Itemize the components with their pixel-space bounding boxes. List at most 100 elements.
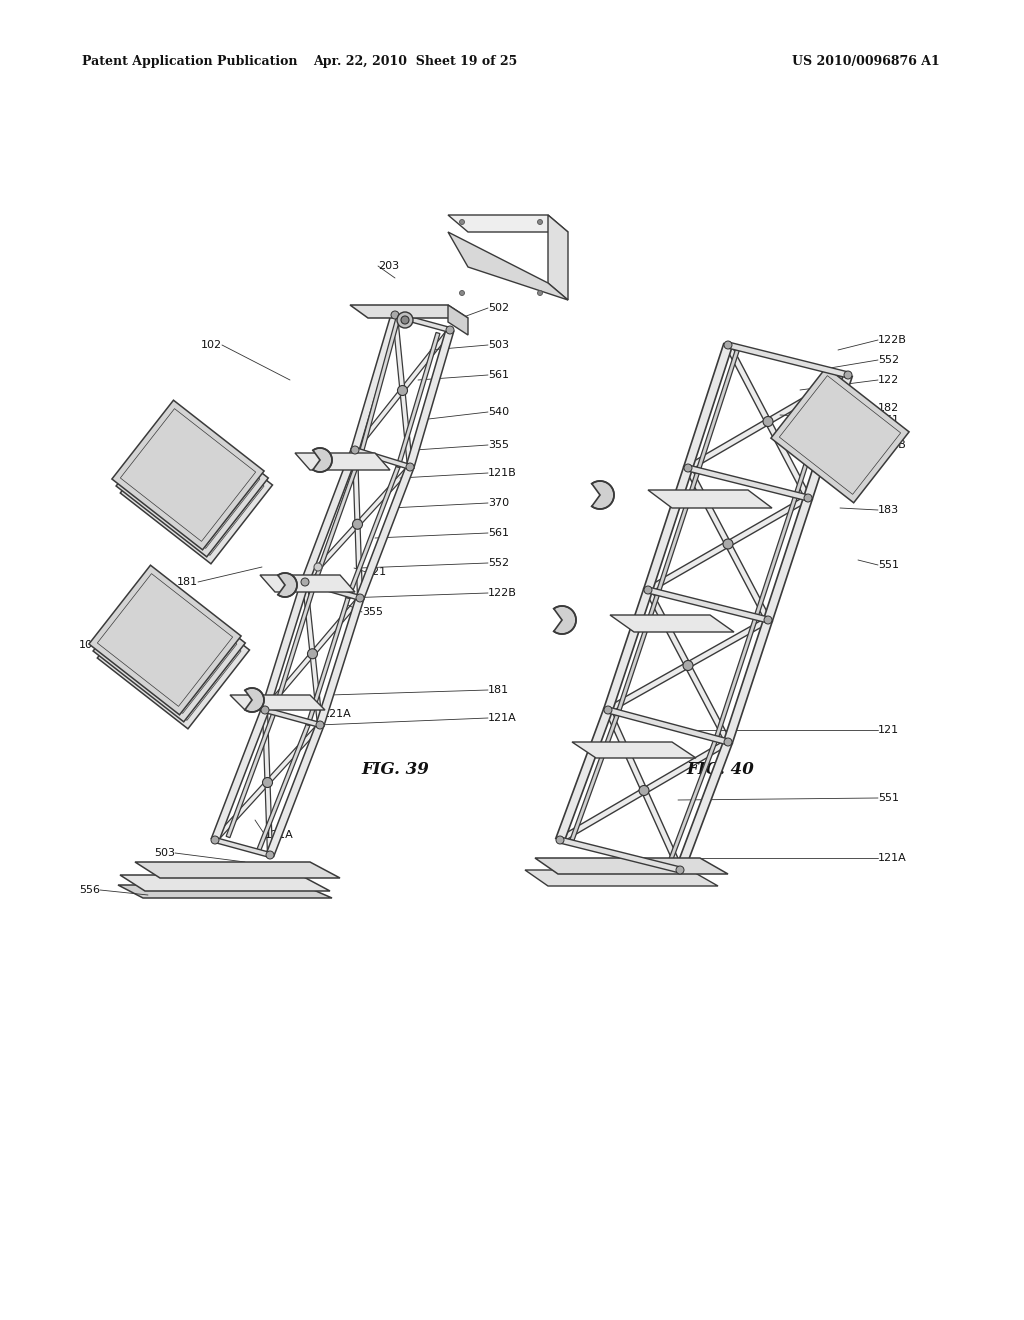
Polygon shape: [261, 581, 309, 711]
Polygon shape: [392, 314, 413, 467]
Text: 121B: 121B: [488, 469, 517, 478]
Text: 122B: 122B: [878, 335, 907, 345]
Polygon shape: [120, 875, 330, 891]
Circle shape: [683, 660, 693, 671]
Circle shape: [763, 417, 773, 426]
Polygon shape: [262, 710, 272, 855]
Polygon shape: [696, 347, 740, 471]
Polygon shape: [606, 618, 769, 713]
Polygon shape: [211, 709, 268, 841]
Polygon shape: [266, 723, 324, 857]
Polygon shape: [592, 480, 614, 510]
Polygon shape: [316, 597, 364, 726]
Text: 121A: 121A: [488, 713, 517, 723]
Circle shape: [556, 836, 564, 843]
Text: Apr. 22, 2010  Sheet 19 of 25: Apr. 22, 2010 Sheet 19 of 25: [313, 55, 517, 69]
Polygon shape: [667, 738, 718, 867]
Polygon shape: [116, 407, 268, 557]
Polygon shape: [313, 447, 332, 473]
Polygon shape: [535, 858, 728, 874]
Polygon shape: [278, 573, 297, 597]
Polygon shape: [449, 215, 568, 232]
Circle shape: [538, 290, 543, 296]
Text: 551: 551: [878, 560, 899, 570]
Polygon shape: [394, 313, 451, 333]
Circle shape: [804, 494, 812, 502]
Polygon shape: [804, 374, 852, 499]
Polygon shape: [346, 466, 399, 599]
Polygon shape: [295, 453, 390, 470]
Polygon shape: [350, 305, 468, 318]
Polygon shape: [396, 333, 440, 467]
Polygon shape: [556, 709, 612, 842]
Polygon shape: [685, 466, 771, 622]
Polygon shape: [273, 581, 316, 710]
Polygon shape: [724, 619, 772, 743]
Polygon shape: [604, 589, 652, 711]
Polygon shape: [559, 837, 681, 873]
Polygon shape: [230, 696, 325, 710]
Text: 501: 501: [139, 880, 160, 890]
Polygon shape: [648, 490, 772, 508]
Text: 561: 561: [488, 528, 509, 539]
Circle shape: [406, 463, 414, 471]
Text: US 2010/0096876 A1: US 2010/0096876 A1: [793, 55, 940, 69]
Text: 121A: 121A: [323, 709, 352, 719]
Text: 183: 183: [878, 506, 899, 515]
Polygon shape: [525, 870, 718, 886]
Text: 552: 552: [488, 558, 509, 568]
Text: 121B: 121B: [878, 440, 906, 450]
Circle shape: [356, 594, 364, 602]
Circle shape: [446, 326, 454, 334]
Polygon shape: [449, 232, 568, 300]
Circle shape: [261, 706, 269, 714]
Circle shape: [352, 519, 362, 529]
Polygon shape: [89, 565, 241, 715]
Polygon shape: [354, 447, 411, 470]
Polygon shape: [264, 708, 321, 727]
Circle shape: [684, 465, 692, 473]
Polygon shape: [725, 343, 811, 499]
Circle shape: [460, 219, 465, 224]
Polygon shape: [351, 314, 398, 451]
Text: 551: 551: [878, 793, 899, 803]
Text: 122B: 122B: [488, 587, 517, 598]
Text: 181: 181: [177, 577, 198, 587]
Circle shape: [604, 706, 612, 714]
Polygon shape: [352, 450, 362, 598]
Polygon shape: [647, 587, 769, 623]
Circle shape: [639, 785, 649, 796]
Polygon shape: [353, 329, 452, 451]
Polygon shape: [407, 329, 454, 469]
Text: 121: 121: [366, 568, 387, 577]
Text: FIG. 39: FIG. 39: [361, 762, 429, 779]
Polygon shape: [135, 862, 340, 878]
Circle shape: [266, 851, 274, 859]
Text: 502: 502: [488, 304, 509, 313]
Polygon shape: [213, 723, 322, 842]
Polygon shape: [794, 371, 838, 495]
Polygon shape: [610, 615, 734, 632]
Polygon shape: [646, 495, 810, 593]
Text: 556: 556: [79, 884, 100, 895]
Polygon shape: [676, 741, 732, 871]
Polygon shape: [607, 708, 729, 744]
Polygon shape: [644, 466, 692, 591]
Circle shape: [314, 564, 322, 572]
Polygon shape: [684, 343, 732, 470]
Polygon shape: [714, 616, 758, 739]
Polygon shape: [214, 838, 270, 858]
Polygon shape: [605, 709, 683, 871]
Circle shape: [397, 312, 413, 327]
Polygon shape: [771, 367, 909, 503]
Text: 181: 181: [488, 685, 509, 696]
Circle shape: [391, 312, 399, 319]
Polygon shape: [112, 400, 264, 550]
Circle shape: [724, 341, 732, 348]
Polygon shape: [656, 470, 699, 594]
Text: 102: 102: [201, 341, 222, 350]
Circle shape: [644, 586, 652, 594]
Circle shape: [262, 777, 272, 788]
Text: 370: 370: [488, 498, 509, 508]
Polygon shape: [570, 713, 620, 841]
